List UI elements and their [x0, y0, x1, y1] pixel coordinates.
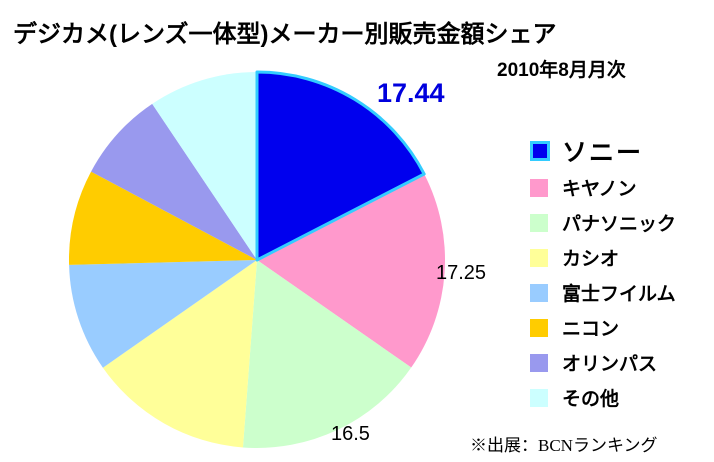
legend-item-nikon[interactable]: ニコン [530, 310, 676, 345]
pie-chart [68, 70, 446, 448]
legend-swatch-fujifilm [530, 283, 548, 302]
pie-slice-8[interactable] [152, 72, 257, 260]
legend: ソニー キヤノン パナソニック カシオ 富士フイルム ニコン オリンパス その [530, 132, 676, 415]
legend-label-others: その他 [562, 389, 620, 410]
legend-swatch-casio [530, 248, 548, 267]
source-note: ※出展：BCNランキング [470, 436, 658, 455]
legend-label-olympus: オリンパス [562, 354, 658, 375]
legend-item-others[interactable]: その他 [530, 380, 676, 415]
legend-label-casio: カシオ [562, 249, 620, 270]
pie-slice-5[interactable] [69, 260, 257, 368]
chart-title: デジカメ(レンズ一体型)メーカー別販売金額シェア [13, 21, 557, 48]
pie-slice-4[interactable] [102, 260, 257, 448]
legend-swatch-canon [530, 178, 548, 197]
pie-slice-3[interactable] [242, 260, 412, 448]
legend-item-sony[interactable]: ソニー [530, 132, 676, 170]
legend-swatch-nikon [530, 318, 548, 337]
legend-swatch-panasonic [530, 213, 548, 232]
pie-slice-6[interactable] [68, 171, 257, 265]
pie-slice-1[interactable] [255, 70, 426, 262]
chart-subtitle: 2010年8月月次 [497, 60, 626, 81]
pie-slice-2[interactable] [257, 174, 446, 368]
legend-label-canon: キヤノン [562, 179, 637, 200]
data-label-sony: 17.44 [377, 78, 445, 108]
pie-slice-7[interactable] [91, 103, 257, 260]
legend-item-fujifilm[interactable]: 富士フイルム [530, 275, 676, 310]
legend-label-panasonic: パナソニック [562, 214, 677, 235]
legend-item-canon[interactable]: キヤノン [530, 170, 676, 205]
legend-label-sony: ソニー [562, 139, 644, 167]
legend-item-panasonic[interactable]: パナソニック [530, 205, 676, 240]
legend-item-casio[interactable]: カシオ [530, 240, 676, 275]
legend-label-fujifilm: 富士フイルム [562, 284, 676, 305]
data-label-panasonic: 16.5 [331, 423, 370, 445]
legend-label-nikon: ニコン [562, 319, 620, 340]
data-label-canon: 17.25 [436, 262, 487, 284]
legend-swatch-others [530, 388, 548, 407]
legend-swatch-olympus [530, 353, 548, 372]
legend-swatch-sony [530, 141, 550, 161]
legend-item-olympus[interactable]: オリンパス [530, 345, 676, 380]
